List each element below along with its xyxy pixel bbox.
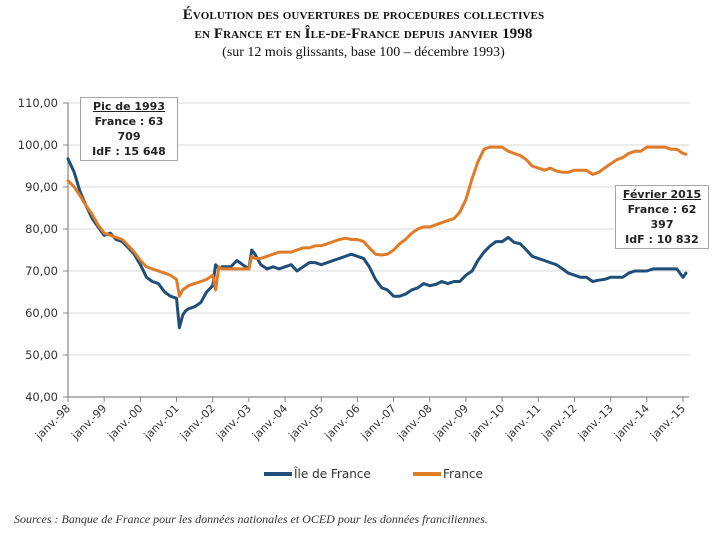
legend-item-france: France [413, 467, 483, 481]
x-axis-ticks: janv.-98janv.-99janv.-00janv.-01janv.-02… [32, 397, 688, 443]
y-tick-label: 100,00 [18, 138, 58, 152]
y-tick-label: 110,00 [18, 96, 58, 110]
chart-title-line-2: en France et en Île-de-France depuis jan… [194, 26, 533, 42]
x-tick-label: janv.-01 [141, 402, 182, 443]
legend-label: France [443, 467, 483, 481]
chart-subtitle: (sur 12 mois glissants, base 100 – décem… [222, 45, 505, 60]
y-tick-label: 80,00 [25, 222, 58, 236]
chart-title-block: Évolution des ouvertures de procedures c… [0, 6, 727, 62]
annotation-heading: Février 2015 [622, 188, 702, 201]
x-tick-label: janv.-07 [358, 402, 399, 443]
x-tick-label: janv.-04 [249, 402, 290, 443]
annotation-france-value: France : 63 709 [94, 115, 164, 143]
x-tick-label: janv.-06 [322, 402, 363, 443]
annotation-heading: Pic de 1993 [93, 100, 165, 113]
x-tick-label: janv.-03 [213, 402, 254, 443]
x-tick-label: janv.-09 [430, 402, 471, 443]
x-tick-label: janv.-99 [68, 402, 109, 443]
x-tick-label: janv.-05 [285, 402, 326, 443]
annotation-france-value: France : 62 397 [627, 203, 697, 231]
annotation-idf-value: IdF : 15 648 [92, 145, 166, 158]
series-lines [66, 145, 688, 330]
legend-label: Île de France [294, 467, 371, 481]
axes [67, 103, 689, 398]
x-tick-label: janv.-02 [177, 402, 218, 443]
y-tick-label: 50,00 [25, 348, 58, 362]
sources-note: Sources : Banque de France pour les donn… [14, 512, 488, 526]
annotation-feb-2015: Février 2015 France : 62 397 IdF : 10 83… [615, 185, 709, 249]
annotation-idf-value: IdF : 10 832 [625, 233, 699, 246]
y-tick-label: 90,00 [25, 180, 58, 194]
y-axis-ticks: 110,00 100,00 90,00 80,00 70,00 60,00 50,00 40,… [18, 96, 68, 404]
legend-swatch-france [413, 472, 441, 476]
y-tick-label: 60,00 [25, 306, 58, 320]
series-line-ile-de-france [66, 157, 688, 330]
annotation-peak-1993: Pic de 1993 France : 63 709 IdF : 15 648 [80, 97, 178, 161]
x-tick-label: janv.-11 [502, 402, 543, 443]
legend-swatch-ile-de-france [264, 472, 292, 476]
x-tick-label: janv.-15 [647, 402, 688, 443]
x-tick-label: janv.-14 [611, 402, 652, 443]
x-tick-label: janv.-12 [539, 402, 580, 443]
y-tick-label: 40,00 [25, 390, 58, 404]
series-line-france [66, 145, 688, 298]
y-tick-label: 70,00 [25, 264, 58, 278]
legend-item-ile-de-france: Île de France [264, 467, 371, 481]
chart-title-line-1: Évolution des ouvertures de procedures c… [182, 7, 545, 23]
x-tick-label: janv.-13 [575, 402, 616, 443]
x-tick-label: janv.-98 [32, 402, 73, 443]
x-tick-label: janv.-10 [466, 402, 507, 443]
x-tick-label: janv.-00 [105, 402, 146, 443]
x-tick-label: janv.-08 [394, 402, 435, 443]
